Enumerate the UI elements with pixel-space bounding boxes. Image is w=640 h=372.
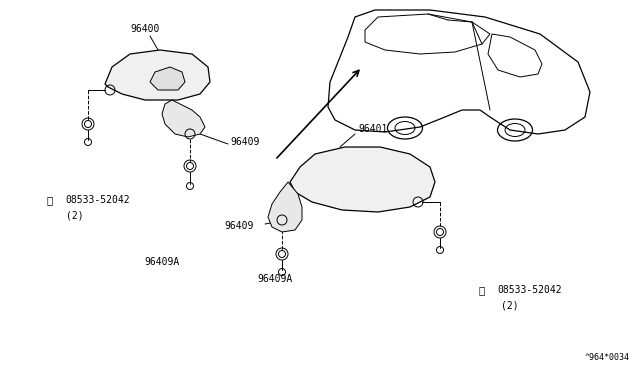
Text: 08533-52042: 08533-52042 bbox=[497, 285, 562, 295]
Text: Ⓢ: Ⓢ bbox=[479, 285, 485, 295]
Polygon shape bbox=[290, 147, 435, 212]
Text: 96409: 96409 bbox=[230, 137, 259, 147]
Text: 08533-52042: 08533-52042 bbox=[65, 195, 130, 205]
Text: ^964*0034: ^964*0034 bbox=[585, 353, 630, 362]
Polygon shape bbox=[268, 182, 302, 232]
Text: (2): (2) bbox=[66, 210, 84, 220]
Text: Ⓢ: Ⓢ bbox=[47, 195, 53, 205]
Text: (2): (2) bbox=[501, 300, 519, 310]
Polygon shape bbox=[105, 50, 210, 100]
Text: 96409: 96409 bbox=[224, 221, 253, 231]
Text: 96409A: 96409A bbox=[145, 257, 180, 267]
Text: 96401: 96401 bbox=[358, 124, 387, 134]
Text: 96409A: 96409A bbox=[257, 274, 292, 284]
Polygon shape bbox=[150, 67, 185, 90]
Text: 96400: 96400 bbox=[131, 24, 160, 34]
Polygon shape bbox=[162, 100, 205, 137]
